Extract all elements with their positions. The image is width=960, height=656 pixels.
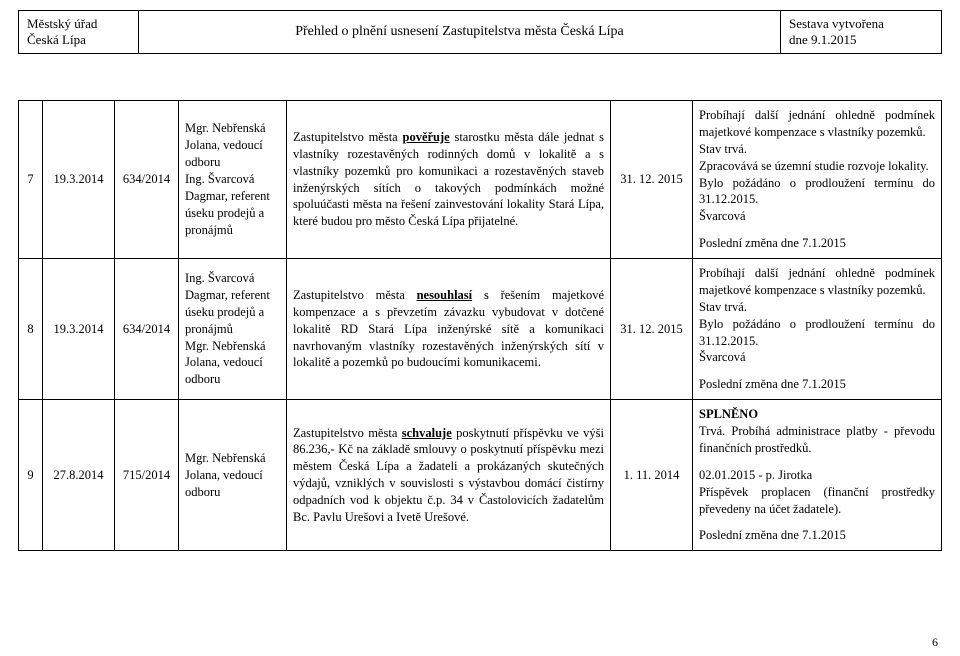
row-status-line — [699, 517, 935, 527]
row-status: SPLNĚNOTrvá. Probíhá administrace platby… — [693, 400, 942, 551]
row-status-line: Poslední změna dne 7.1.2015 — [699, 527, 935, 544]
row-status-line — [699, 457, 935, 467]
page-number: 6 — [932, 635, 938, 650]
header-right-line2: dne 9.1.2015 — [789, 32, 933, 48]
row-number: 8 — [19, 259, 43, 400]
row-status-line: Stav trvá. — [699, 299, 935, 316]
row-text-post: poskytnutí příspěvku ve výši 86.236,- Kč… — [293, 426, 604, 524]
row-responsible: Mgr. Nebřenská Jolana, vedoucí odboru In… — [179, 101, 287, 259]
row-ref: 634/2014 — [115, 101, 179, 259]
row-text-action: pověřuje — [403, 130, 450, 144]
row-status-head: SPLNĚNO — [699, 406, 935, 423]
header-box: Městský úřad Česká Lípa Přehled o plnění… — [18, 10, 942, 54]
row-text-post: starostku města dále jednat s vlastníky … — [293, 130, 604, 228]
row-status: Probíhají další jednání ohledně podmínek… — [693, 259, 942, 400]
row-number: 7 — [19, 101, 43, 259]
row-text: Zastupitelstvo města nesouhlasí s řešení… — [287, 259, 611, 400]
header-right: Sestava vytvořena dne 9.1.2015 — [781, 11, 941, 53]
header-left-line2: Česká Lípa — [27, 32, 130, 48]
row-status-line — [699, 366, 935, 376]
row-status-line: Poslední změna dne 7.1.2015 — [699, 376, 935, 393]
row-status-line: Poslední změna dne 7.1.2015 — [699, 235, 935, 252]
row-status: Probíhají další jednání ohledně podmínek… — [693, 101, 942, 259]
row-date: 19.3.2014 — [43, 259, 115, 400]
row-responsible: Ing. Švarcová Dagmar, referent úseku pro… — [179, 259, 287, 400]
table-row: 819.3.2014634/2014Ing. Švarcová Dagmar, … — [19, 259, 942, 400]
header-right-line1: Sestava vytvořena — [789, 16, 933, 32]
row-ref: 634/2014 — [115, 259, 179, 400]
row-text-pre: Zastupitelstvo města — [293, 426, 402, 440]
row-text-action: nesouhlasí — [417, 288, 473, 302]
row-deadline: 31. 12. 2015 — [611, 101, 693, 259]
row-text-pre: Zastupitelstvo města — [293, 288, 417, 302]
row-status-line: 02.01.2015 - p. Jirotka — [699, 467, 935, 484]
row-status-line: Stav trvá. — [699, 141, 935, 158]
row-date: 19.3.2014 — [43, 101, 115, 259]
row-deadline: 1. 11. 2014 — [611, 400, 693, 551]
row-number: 9 — [19, 400, 43, 551]
header-left: Městský úřad Česká Lípa — [19, 11, 139, 53]
row-status-line: Bylo požádáno o prodloužení termínu do 3… — [699, 316, 935, 350]
row-status-line: Probíhají další jednání ohledně podmínek… — [699, 107, 935, 141]
row-text: Zastupitelstvo města pověřuje starostku … — [287, 101, 611, 259]
row-responsible: Mgr. Nebřenská Jolana, vedoucí odboru — [179, 400, 287, 551]
row-text-action: schvaluje — [402, 426, 452, 440]
row-status-line: Příspěvek proplacen (finanční prostředky… — [699, 484, 935, 518]
resolutions-table: 719.3.2014634/2014Mgr. Nebřenská Jolana,… — [18, 100, 942, 551]
row-status-line — [699, 225, 935, 235]
row-status-line: Švarcová — [699, 349, 935, 366]
row-status-line: Zpracovává se územní studie rozvoje loka… — [699, 158, 935, 175]
row-status-line: Bylo požádáno o prodloužení termínu do 3… — [699, 175, 935, 209]
row-status-line: Švarcová — [699, 208, 935, 225]
row-date: 27.8.2014 — [43, 400, 115, 551]
table-row: 927.8.2014715/2014Mgr. Nebřenská Jolana,… — [19, 400, 942, 551]
row-deadline: 31. 12. 2015 — [611, 259, 693, 400]
header-left-line1: Městský úřad — [27, 16, 130, 32]
row-ref: 715/2014 — [115, 400, 179, 551]
table-row: 719.3.2014634/2014Mgr. Nebřenská Jolana,… — [19, 101, 942, 259]
row-text: Zastupitelstvo města schvaluje poskytnut… — [287, 400, 611, 551]
row-status-line: Trvá. Probíhá administrace platby - přev… — [699, 423, 935, 457]
row-text-pre: Zastupitelstvo města — [293, 130, 403, 144]
row-status-line: Probíhají další jednání ohledně podmínek… — [699, 265, 935, 299]
header-title: Přehled o plnění usnesení Zastupitelstva… — [139, 11, 781, 53]
